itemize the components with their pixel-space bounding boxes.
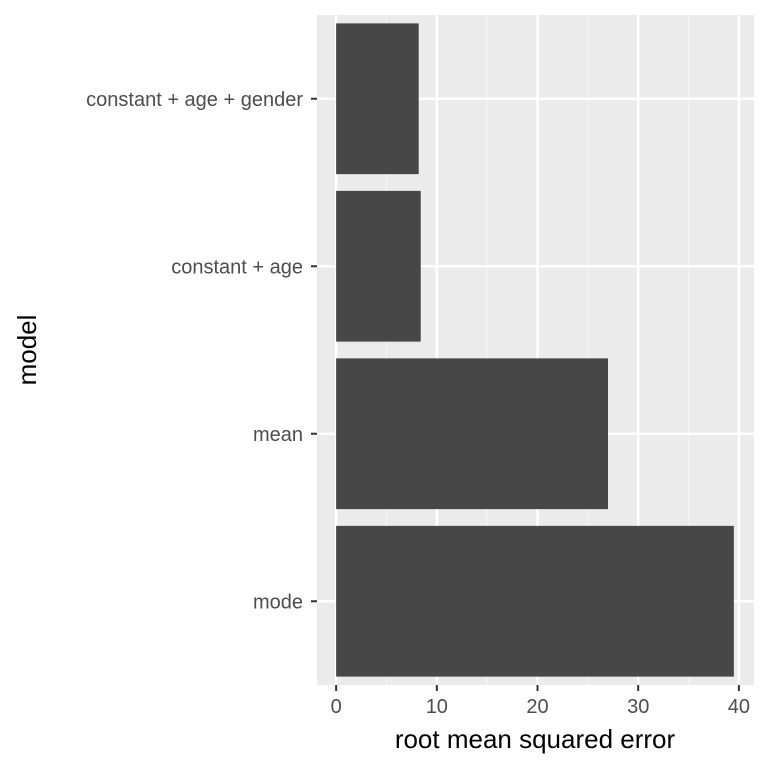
bar bbox=[336, 525, 734, 677]
y-axis: mode mean constant + age constant + age + g… bbox=[86, 89, 317, 613]
bars bbox=[336, 23, 734, 677]
x-tick-label: 40 bbox=[728, 696, 750, 718]
y-tick-label: constant + age + gender bbox=[86, 89, 303, 111]
bar bbox=[336, 190, 421, 342]
y-tick-label: constant + age bbox=[171, 256, 303, 278]
y-tick-label: mean bbox=[253, 424, 303, 446]
y-tick-label: mode bbox=[253, 591, 303, 613]
x-tick-label: 30 bbox=[627, 696, 649, 718]
bar bbox=[336, 358, 608, 510]
bar bbox=[336, 23, 419, 175]
x-tick-label: 20 bbox=[526, 696, 548, 718]
x-axis: 0 10 20 30 40 bbox=[331, 685, 750, 718]
x-axis-title: root mean squared error bbox=[395, 724, 676, 754]
y-axis-title: model bbox=[12, 315, 42, 386]
x-tick-label: 10 bbox=[426, 696, 448, 718]
x-tick-label: 0 bbox=[331, 696, 342, 718]
